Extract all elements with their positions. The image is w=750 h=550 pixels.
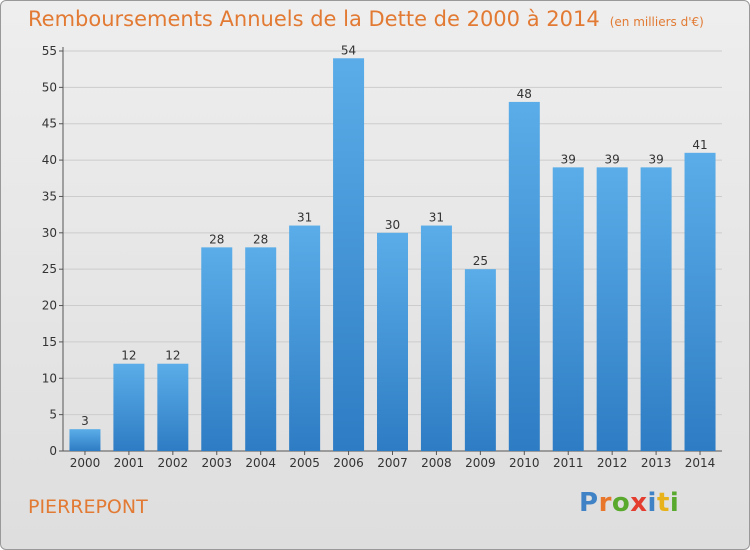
logo-letter: t	[656, 488, 670, 518]
y-tick-label: 5	[49, 408, 57, 422]
bar-value-label: 39	[605, 152, 620, 166]
y-tick-label: 35	[42, 189, 57, 203]
y-tick-label: 55	[42, 44, 57, 58]
x-tick-label: 2000	[70, 456, 101, 470]
bar-value-label: 12	[165, 349, 180, 363]
logo-letter: o	[611, 488, 631, 518]
y-tick-label: 40	[42, 153, 57, 167]
bar	[420, 225, 452, 451]
bar	[113, 363, 145, 451]
logo-letter: P	[579, 488, 599, 518]
x-tick-label: 2007	[377, 456, 408, 470]
bar	[596, 167, 628, 451]
bar	[684, 152, 716, 451]
bar-value-label: 28	[209, 232, 224, 246]
y-tick-label: 15	[42, 335, 57, 349]
x-tick-label: 2010	[509, 456, 540, 470]
y-tick-label: 25	[42, 262, 57, 276]
x-tick-label: 2006	[333, 456, 364, 470]
x-tick-label: 2003	[201, 456, 232, 470]
bar	[508, 101, 540, 451]
y-tick-label: 0	[49, 444, 57, 458]
bar-value-label: 12	[121, 349, 136, 363]
bar	[552, 167, 584, 451]
commune-name: PIERREPONT	[28, 496, 148, 518]
bar	[201, 247, 233, 451]
chart-unit: (en milliers d'€)	[609, 15, 704, 29]
y-tick-label: 10	[42, 371, 57, 385]
bar	[289, 225, 321, 451]
y-tick-label: 45	[42, 117, 57, 131]
logo-letter: x	[630, 488, 648, 518]
bar-value-label: 31	[429, 211, 444, 225]
x-tick-label: 2014	[685, 456, 716, 470]
chart-title: Remboursements Annuels de la Dette de 20…	[28, 7, 704, 31]
bar-value-label: 39	[648, 152, 663, 166]
bar	[464, 269, 496, 451]
bar-value-label: 25	[473, 254, 488, 268]
bar	[69, 429, 101, 451]
bar	[333, 58, 365, 451]
bar	[157, 363, 189, 451]
y-tick-label: 30	[42, 226, 57, 240]
x-tick-label: 2005	[289, 456, 320, 470]
bar	[377, 232, 408, 451]
x-tick-label: 2002	[158, 456, 189, 470]
x-tick-label: 2008	[421, 456, 452, 470]
chart-title-text: Remboursements Annuels de la Dette de 20…	[28, 7, 600, 31]
x-tick-label: 2004	[245, 456, 276, 470]
logo-letter: i	[647, 488, 657, 518]
y-tick-label: 50	[42, 80, 57, 94]
x-tick-label: 2009	[465, 456, 496, 470]
bar-value-label: 41	[692, 138, 707, 152]
proxiti-logo: Proxiti	[579, 488, 679, 518]
x-tick-label: 2001	[114, 456, 145, 470]
bar-value-label: 30	[385, 218, 400, 232]
bar-value-label: 31	[297, 211, 312, 225]
logo-letter: r	[598, 488, 612, 518]
x-tick-label: 2012	[597, 456, 628, 470]
x-tick-label: 2013	[641, 456, 672, 470]
bar-value-label: 3	[81, 414, 89, 428]
x-tick-label: 2011	[553, 456, 584, 470]
bar-value-label: 48	[517, 87, 532, 101]
bar-value-label: 54	[341, 43, 356, 57]
bar	[640, 167, 672, 451]
bar-value-label: 39	[561, 152, 576, 166]
y-tick-label: 20	[42, 299, 57, 313]
bar-value-label: 28	[253, 232, 268, 246]
logo-letter: i	[669, 488, 680, 518]
bar	[245, 247, 277, 451]
